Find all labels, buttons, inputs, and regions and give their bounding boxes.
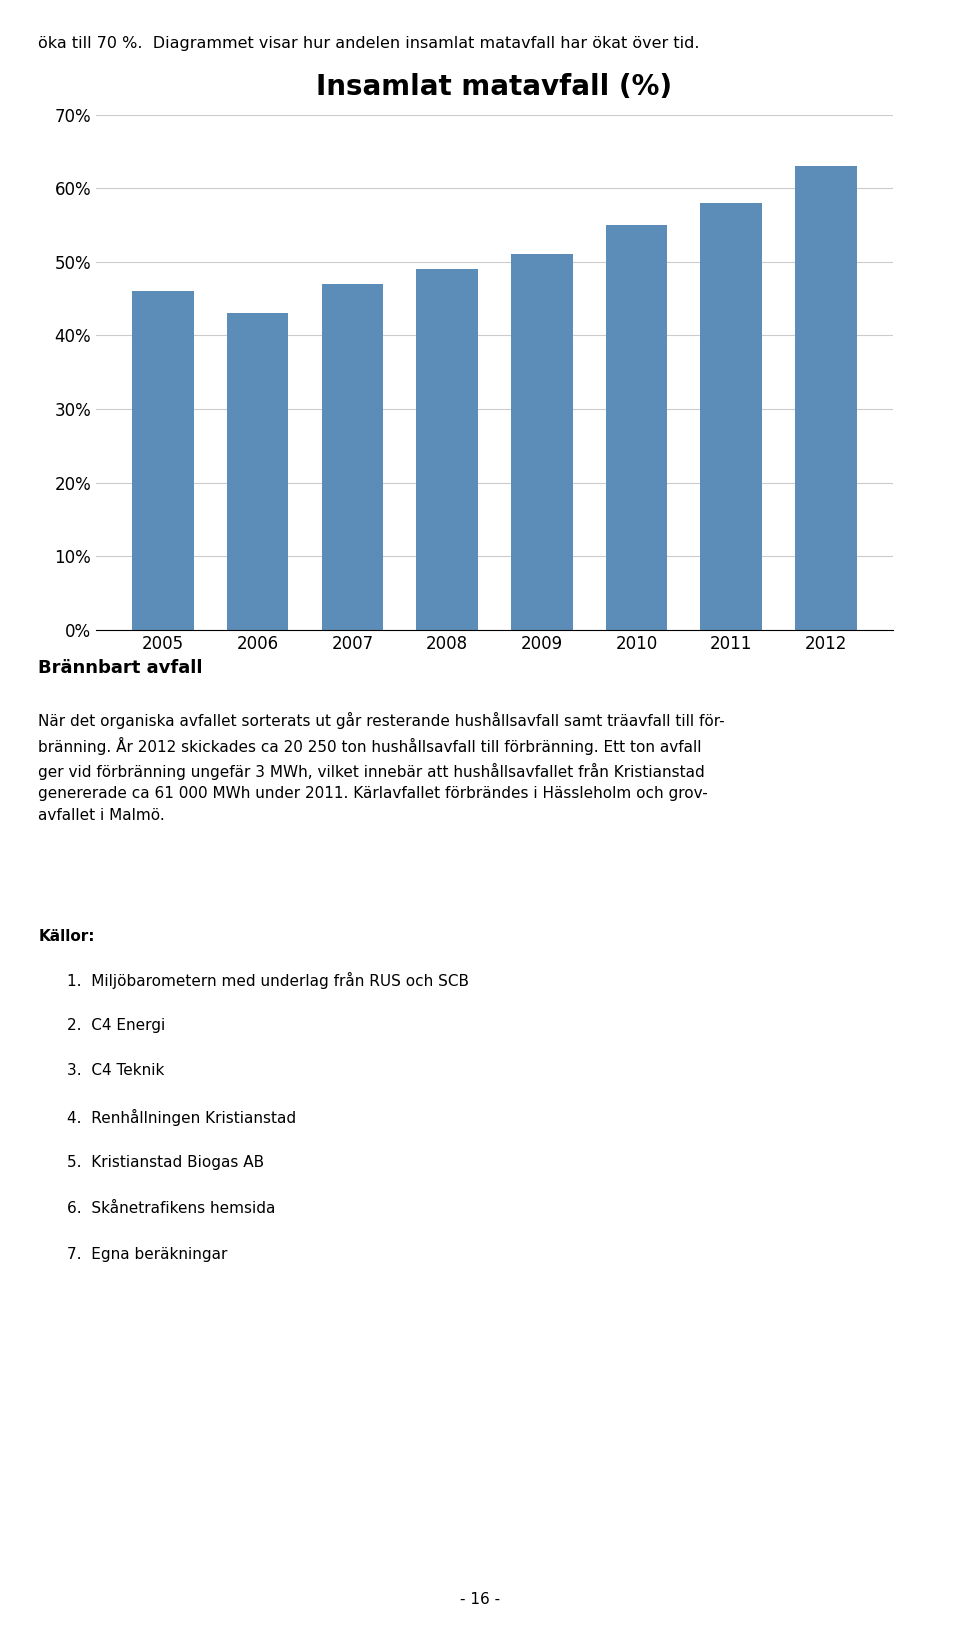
Bar — [606, 226, 667, 630]
Text: 5.  Kristianstad Biogas AB: 5. Kristianstad Biogas AB — [67, 1155, 264, 1170]
Bar — [322, 285, 383, 630]
Title: Insamlat matavfall (%): Insamlat matavfall (%) — [317, 74, 672, 101]
Text: 1.  Miljöbarometern med underlag från RUS och SCB: 1. Miljöbarometern med underlag från RUS… — [67, 972, 469, 988]
Bar — [227, 314, 288, 630]
Text: öka till 70 %.  Diagrammet visar hur andelen insamlat matavfall har ökat över ti: öka till 70 %. Diagrammet visar hur ande… — [38, 36, 700, 51]
Bar — [132, 291, 194, 630]
Bar — [701, 203, 762, 630]
Text: 2.  C4 Energi: 2. C4 Energi — [67, 1018, 165, 1032]
Text: När det organiska avfallet sorterats ut går resterande hushållsavfall samt träav: När det organiska avfallet sorterats ut … — [38, 712, 725, 823]
Bar — [417, 270, 478, 630]
Text: Källor:: Källor: — [38, 929, 95, 944]
Text: 6.  Skånetrafikens hemsida: 6. Skånetrafikens hemsida — [67, 1201, 276, 1216]
Text: - 16 -: - 16 - — [460, 1592, 500, 1607]
Bar — [795, 167, 856, 630]
Text: 3.  C4 Teknik: 3. C4 Teknik — [67, 1063, 164, 1078]
Text: 4.  Renhållningen Kristianstad: 4. Renhållningen Kristianstad — [67, 1109, 297, 1126]
Text: Brännbart avfall: Brännbart avfall — [38, 659, 203, 677]
Text: 7.  Egna beräkningar: 7. Egna beräkningar — [67, 1247, 228, 1261]
Bar — [511, 255, 572, 630]
